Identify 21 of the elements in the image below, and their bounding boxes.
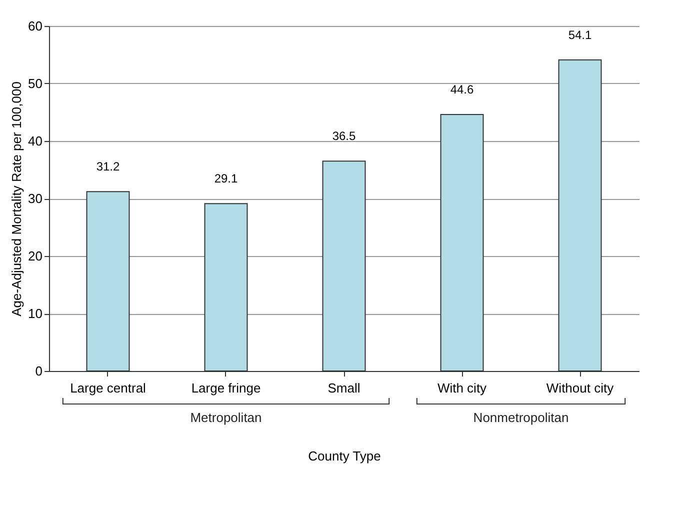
data-label: 54.1 — [568, 28, 592, 42]
x-axis-title: County Type — [308, 448, 381, 464]
x-tick-label: Large central — [70, 380, 146, 396]
y-axis-title: Age-Adjusted Mortality Rate per 100,000 — [9, 82, 24, 316]
data-label: 36.5 — [332, 129, 356, 144]
y-tick-label: 0 — [35, 364, 42, 378]
text: Nonmetropolitan — [473, 410, 569, 425]
x-tick-label: Without city — [546, 380, 614, 396]
x-tick-label: Small — [328, 380, 360, 396]
data-label: 31.2 — [96, 160, 120, 174]
y-tick-label: 60 — [28, 18, 42, 34]
data-label: 29.1 — [214, 172, 238, 186]
text: Metropolitan — [190, 410, 262, 425]
y-tick-label: 10 — [28, 306, 42, 321]
data-label: 44.6 — [450, 82, 474, 97]
y-tick-label: 30 — [28, 191, 42, 206]
y-tick-label: 40 — [28, 134, 42, 148]
y-tick-label: 50 — [28, 76, 42, 91]
y-tick-label: 20 — [28, 248, 42, 264]
x-tick-label: With city — [437, 380, 488, 396]
x-tick-label: Large fringe — [191, 380, 261, 396]
